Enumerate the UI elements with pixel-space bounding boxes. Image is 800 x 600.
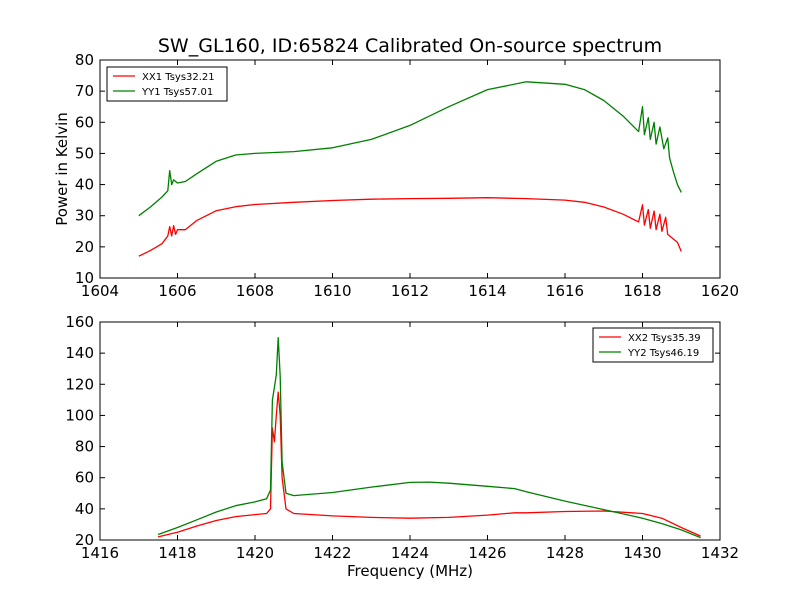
top-series-line-2: [138, 81, 682, 217]
top-y-tick-label: 50: [75, 144, 94, 162]
bottom-y-tick-label: 20: [75, 531, 94, 549]
bottom-y-tick-label: 40: [75, 500, 94, 518]
top-legend-label-1: XX1 Tsys32.21: [142, 72, 215, 83]
bottom-y-tick-label: 120: [65, 375, 94, 393]
bottom-x-tick-label: 1420: [236, 544, 274, 562]
top-y-tick-label: 10: [75, 269, 94, 287]
bottom-series-line-2: [157, 336, 701, 539]
bottom-legend-label-1: XX2 Tsys35.39: [628, 333, 701, 344]
top-x-tick-label: 1612: [391, 282, 429, 300]
bottom-y-tick-label: 160: [65, 313, 94, 331]
bottom-plot-area: 1416 1418 1420 1422 1424 1426 1428 1430 1432 20 40…: [65, 313, 739, 562]
top-x-tick-label: 1620: [701, 282, 739, 300]
top-x-tick-label: 1616: [546, 282, 584, 300]
top-y-tick-label: 30: [75, 207, 94, 225]
top-y-tick-label: 40: [75, 176, 94, 194]
top-x-tick-label: 1618: [623, 282, 661, 300]
bottom-y-tick-label: 100: [65, 406, 94, 424]
bottom-y-tick-label: 60: [75, 469, 94, 487]
top-legend: XX1 Tsys32.21 YY1 Tsys57.01: [106, 66, 228, 102]
bottom-x-tick-label: 1428: [546, 544, 584, 562]
bottom-legend-label-2: YY2 Tsys46.19: [627, 348, 699, 359]
bottom-x-tick-label: 1424: [391, 544, 429, 562]
top-subplot: SW_GL160, ID:65824 Calibrated On-source …: [53, 35, 739, 300]
top-y-axis-label: Power in Kelvin: [53, 112, 71, 226]
bottom-x-tick-label: 1426: [468, 544, 506, 562]
bottom-subplot: Frequency (MHz) 1416 1418 1420 1422 1424 1426…: [65, 313, 739, 580]
bottom-x-axis-label: Frequency (MHz): [347, 562, 473, 580]
top-x-tick-label: 1614: [468, 282, 506, 300]
top-legend-box: [106, 66, 228, 102]
bottom-y-tick-label: 80: [75, 438, 94, 456]
top-plot-area: 1604 1606 1608 1610 1612 1614 1616 1618 1620 10 20…: [75, 51, 739, 300]
top-x-tick-label: 1610: [313, 282, 351, 300]
top-x-tick-label: 1604: [81, 282, 119, 300]
bottom-x-tick-label: 1418: [158, 544, 196, 562]
bottom-x-tick-label: 1432: [701, 544, 739, 562]
top-series-line-1: [138, 197, 682, 257]
bottom-x-tick-label: 1416: [81, 544, 119, 562]
top-y-tick-label: 70: [75, 82, 94, 100]
top-legend-label-2: YY1 Tsys57.01: [141, 87, 213, 98]
top-x-tick-label: 1608: [236, 282, 274, 300]
bottom-x-tick-label: 1430: [623, 544, 661, 562]
bottom-legend-box: [592, 327, 714, 363]
top-x-tick-label: 1606: [158, 282, 196, 300]
top-y-tick-label: 20: [75, 238, 94, 256]
bottom-legend: XX2 Tsys35.39 YY2 Tsys46.19: [592, 327, 714, 363]
top-y-tick-label: 60: [75, 113, 94, 131]
top-y-tick-label: 80: [75, 51, 94, 69]
bottom-series-line-1: [157, 391, 701, 538]
chart-title: SW_GL160, ID:65824 Calibrated On-source …: [158, 35, 662, 57]
bottom-y-tick-label: 140: [65, 344, 94, 362]
bottom-x-tick-label: 1422: [313, 544, 351, 562]
